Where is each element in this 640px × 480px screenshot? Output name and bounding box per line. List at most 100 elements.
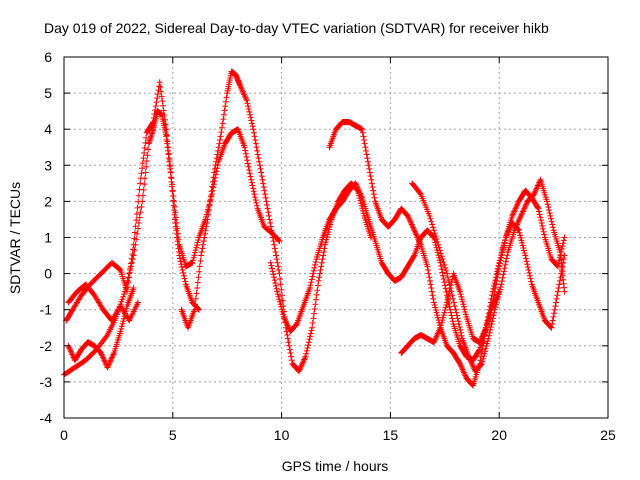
data-point bbox=[548, 218, 555, 225]
data-point bbox=[532, 186, 539, 193]
data-point bbox=[441, 261, 448, 268]
data-point bbox=[240, 90, 247, 97]
data-point bbox=[301, 355, 308, 362]
data-point bbox=[195, 274, 202, 281]
data-point bbox=[308, 279, 315, 286]
data-point bbox=[531, 189, 538, 196]
data-point bbox=[245, 103, 252, 110]
data-point bbox=[254, 147, 261, 154]
data-point bbox=[167, 163, 174, 170]
data-point bbox=[179, 266, 186, 273]
data-point bbox=[410, 253, 417, 260]
data-point bbox=[514, 221, 521, 228]
data-point bbox=[461, 370, 468, 377]
data-point bbox=[499, 278, 506, 285]
data-point bbox=[165, 144, 172, 151]
data-point bbox=[107, 358, 114, 365]
x-tick-label: 10 bbox=[274, 427, 290, 443]
data-point bbox=[133, 217, 140, 224]
data-point bbox=[450, 295, 457, 302]
data-point bbox=[462, 372, 469, 379]
data-point bbox=[521, 250, 528, 257]
data-point bbox=[545, 204, 552, 211]
data-point bbox=[443, 267, 450, 274]
data-point bbox=[168, 175, 175, 182]
data-point bbox=[130, 241, 137, 248]
data-point bbox=[172, 209, 179, 216]
axis-ticks: 0 5 10 15 20 25 -4 -3 -2 -1 0 1 2 3 4 5 6 bbox=[40, 49, 616, 443]
data-point bbox=[475, 347, 482, 354]
data-point bbox=[520, 207, 527, 214]
data-point bbox=[408, 221, 415, 228]
data-point bbox=[174, 225, 181, 232]
data-point bbox=[368, 176, 375, 183]
data-point bbox=[138, 203, 145, 210]
data-point bbox=[549, 321, 556, 328]
data-point bbox=[128, 260, 135, 267]
data-point bbox=[517, 234, 524, 241]
data-point bbox=[460, 369, 467, 376]
data-point bbox=[458, 293, 465, 300]
data-point bbox=[549, 224, 556, 231]
data-point bbox=[284, 331, 291, 338]
data-point bbox=[434, 238, 441, 245]
data-point bbox=[517, 212, 524, 219]
data-point bbox=[218, 129, 225, 136]
data-point bbox=[252, 194, 259, 201]
data-point bbox=[299, 360, 306, 367]
data-point bbox=[552, 299, 559, 306]
data-point bbox=[549, 221, 556, 228]
data-point bbox=[485, 332, 492, 339]
data-point bbox=[407, 218, 414, 225]
data-point bbox=[355, 186, 362, 193]
data-point bbox=[521, 247, 528, 254]
data-point bbox=[256, 158, 263, 165]
data-point bbox=[154, 95, 161, 102]
data-point bbox=[195, 237, 202, 244]
data-point bbox=[477, 336, 484, 343]
data-point bbox=[247, 114, 254, 121]
data-point bbox=[243, 153, 250, 160]
data-point bbox=[502, 258, 509, 265]
data-point bbox=[238, 85, 245, 92]
series-track-5 bbox=[326, 118, 568, 389]
data-point bbox=[489, 318, 496, 325]
data-point bbox=[539, 225, 546, 232]
data-point bbox=[413, 231, 420, 238]
data-point bbox=[469, 381, 476, 388]
data-point bbox=[427, 277, 434, 284]
data-point bbox=[461, 306, 468, 313]
data-point bbox=[536, 208, 543, 215]
data-point bbox=[153, 99, 160, 106]
data-point bbox=[490, 292, 497, 299]
data-point bbox=[457, 291, 464, 298]
data-point bbox=[271, 241, 278, 248]
data-point bbox=[253, 144, 260, 151]
data-point bbox=[484, 319, 491, 326]
data-point bbox=[200, 238, 207, 245]
data-point bbox=[442, 304, 449, 311]
data-point bbox=[279, 297, 286, 304]
data-point bbox=[97, 350, 104, 357]
data-point bbox=[427, 215, 434, 222]
data-point bbox=[540, 228, 547, 235]
data-point bbox=[244, 160, 251, 167]
data-point bbox=[242, 94, 249, 101]
data-point bbox=[205, 211, 212, 218]
data-point bbox=[525, 266, 532, 273]
data-point bbox=[359, 126, 366, 133]
data-point bbox=[141, 181, 148, 188]
data-point bbox=[500, 243, 507, 250]
data-point bbox=[355, 187, 362, 194]
data-point bbox=[157, 83, 164, 90]
data-point bbox=[192, 295, 199, 302]
data-point bbox=[134, 204, 141, 211]
data-point bbox=[300, 357, 307, 364]
data-point bbox=[516, 215, 523, 222]
data-point bbox=[103, 333, 110, 340]
data-point bbox=[560, 237, 567, 244]
data-point bbox=[490, 295, 497, 302]
data-point bbox=[539, 222, 546, 229]
data-point bbox=[287, 350, 294, 357]
data-point bbox=[432, 304, 439, 311]
